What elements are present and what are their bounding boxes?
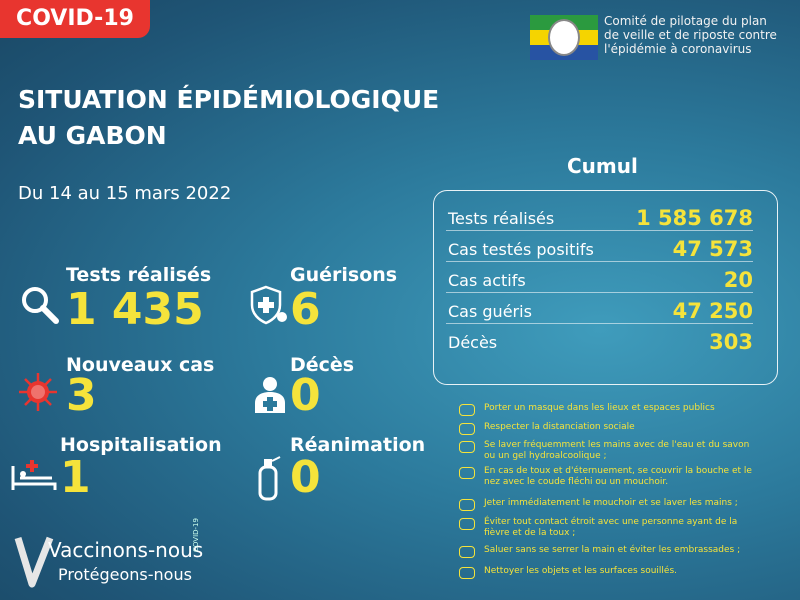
stat-value: 1 435 xyxy=(66,284,204,335)
icon-recovery xyxy=(250,285,287,325)
campaign-line: Vaccinons-nous xyxy=(48,538,204,562)
prevention-item: Respecter la distanciation sociale xyxy=(484,422,635,432)
org-line: Comité de pilotage du plan xyxy=(604,14,767,28)
campaign-tag: COVID-19 xyxy=(192,518,200,552)
cumul-value: 20 xyxy=(723,268,753,292)
cumul-label: Cas testés positifs xyxy=(448,240,594,259)
cumul-label: Cas actifs xyxy=(448,271,526,290)
cumul-label: Tests réalisés xyxy=(448,209,555,228)
badge: COVID-19 xyxy=(0,0,150,38)
icon-oxygen xyxy=(258,456,281,501)
campaign-mark xyxy=(14,536,54,588)
stat-label: Guérisons xyxy=(290,264,398,286)
stat-value: 0 xyxy=(290,452,321,503)
icon-search xyxy=(22,287,59,324)
prevention-item: Saluer sans se serrer la main et éviter … xyxy=(484,545,741,555)
prevention-icon xyxy=(459,467,475,479)
stat-label: Réanimation xyxy=(290,434,426,456)
icon-death xyxy=(255,377,285,413)
cumul-row: Cas guéris 47 250 xyxy=(446,292,753,324)
stat-value: 6 xyxy=(290,284,321,335)
cumul-label: Décès xyxy=(448,333,498,352)
prevention-icon xyxy=(459,546,475,558)
prevention-item: Éviter tout contact étroit avec une pers… xyxy=(484,517,738,538)
prevention-item: Se laver fréquemment les mains avec de l… xyxy=(484,440,750,461)
stat-label: Nouveaux cas xyxy=(66,354,215,376)
cumul-row: Cas testés positifs 47 573 xyxy=(446,230,753,262)
org-line: l'épidémie à coronavirus xyxy=(604,42,752,56)
cumul-value: 47 573 xyxy=(672,237,753,261)
cumul-title: Cumul xyxy=(567,154,638,178)
prevention-item: Jeter immédiatement le mouchoir et se la… xyxy=(484,498,738,508)
flag-logo xyxy=(530,15,598,60)
cumul-row: Cas actifs 20 xyxy=(446,261,753,293)
stat-value: 0 xyxy=(290,370,321,421)
date: Du 14 au 15 mars 2022 xyxy=(18,183,232,204)
prevention-item: En cas de toux et d'éternuement, se couv… xyxy=(484,466,752,487)
icon-bed xyxy=(11,460,57,490)
icon-virus xyxy=(19,373,57,411)
cumul-value: 47 250 xyxy=(672,299,753,323)
stat-label: Décès xyxy=(290,354,355,376)
organization: Comité de pilotage du plan de veille et … xyxy=(604,14,777,56)
prevention-icon xyxy=(459,518,475,530)
prevention-icon xyxy=(459,499,475,511)
cumul-box: Tests réalisés 1 585 678 Cas testés positi… xyxy=(433,190,778,385)
prevention-item: Nettoyer les objets et les surfaces soui… xyxy=(484,566,677,576)
title-line: AU GABON xyxy=(18,121,167,150)
prevention-icon xyxy=(459,423,475,435)
org-line: de veille et de riposte contre xyxy=(604,28,777,42)
stat-value: 3 xyxy=(66,370,97,421)
cumul-value: 303 xyxy=(709,330,753,354)
stat-label: Tests réalisés xyxy=(66,264,212,286)
title-line: SITUATION ÉPIDÉMIOLOGIQUE xyxy=(18,85,440,114)
cumul-row: Tests réalisés 1 585 678 xyxy=(446,199,753,231)
campaign-line: Protégeons-nous xyxy=(58,565,192,584)
prevention-icon xyxy=(459,441,475,453)
cumul-value: 1 585 678 xyxy=(636,206,753,230)
stat-value: 1 xyxy=(60,452,91,503)
title: SITUATION ÉPIDÉMIOLOGIQUE AU GABON xyxy=(18,82,439,154)
prevention-icon xyxy=(459,567,475,579)
cumul-label: Cas guéris xyxy=(448,302,532,321)
cumul-row: Décès 303 xyxy=(446,323,753,354)
prevention-item: Porter un masque dans les lieux et espac… xyxy=(484,403,715,413)
stat-label: Hospitalisation xyxy=(60,434,222,456)
prevention-icon xyxy=(459,404,475,416)
